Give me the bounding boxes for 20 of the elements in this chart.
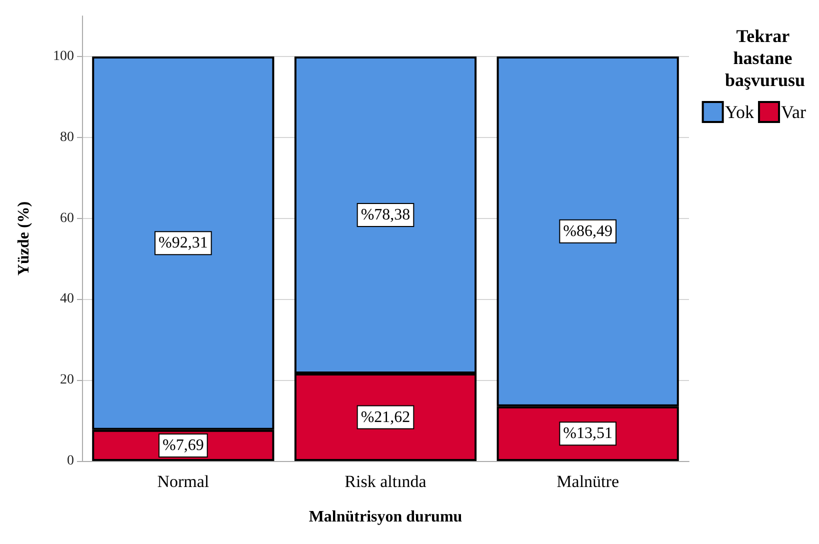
data-label: %78,38: [360, 206, 410, 224]
data-label: %7,69: [162, 436, 204, 454]
legend-title: Tekrar hastane başvurusu: [724, 26, 806, 90]
y-tick-label: 100: [53, 48, 74, 64]
x-axis-title: Malnütrisyon durumu: [308, 508, 462, 526]
y-tick-label: 80: [60, 130, 74, 145]
legend-label: Var: [781, 102, 806, 122]
legend-label: Yok: [724, 102, 754, 122]
y-tick-label: 60: [60, 210, 74, 226]
y-tick-label: 0: [67, 454, 74, 468]
data-label: %86,49: [563, 222, 612, 240]
y-tick-label: 20: [60, 372, 74, 388]
y-axis-title: Yüzde (%): [16, 201, 32, 276]
data-label: %92,31: [158, 234, 208, 252]
y-tick-label: 40: [60, 292, 74, 307]
data-label: %21,62: [360, 408, 410, 426]
x-tick-label: Normal: [157, 472, 210, 491]
x-tick-label: Risk altında: [344, 472, 427, 491]
x-tick-label: Malnütre: [556, 472, 619, 491]
data-label: %13,51: [563, 425, 612, 442]
